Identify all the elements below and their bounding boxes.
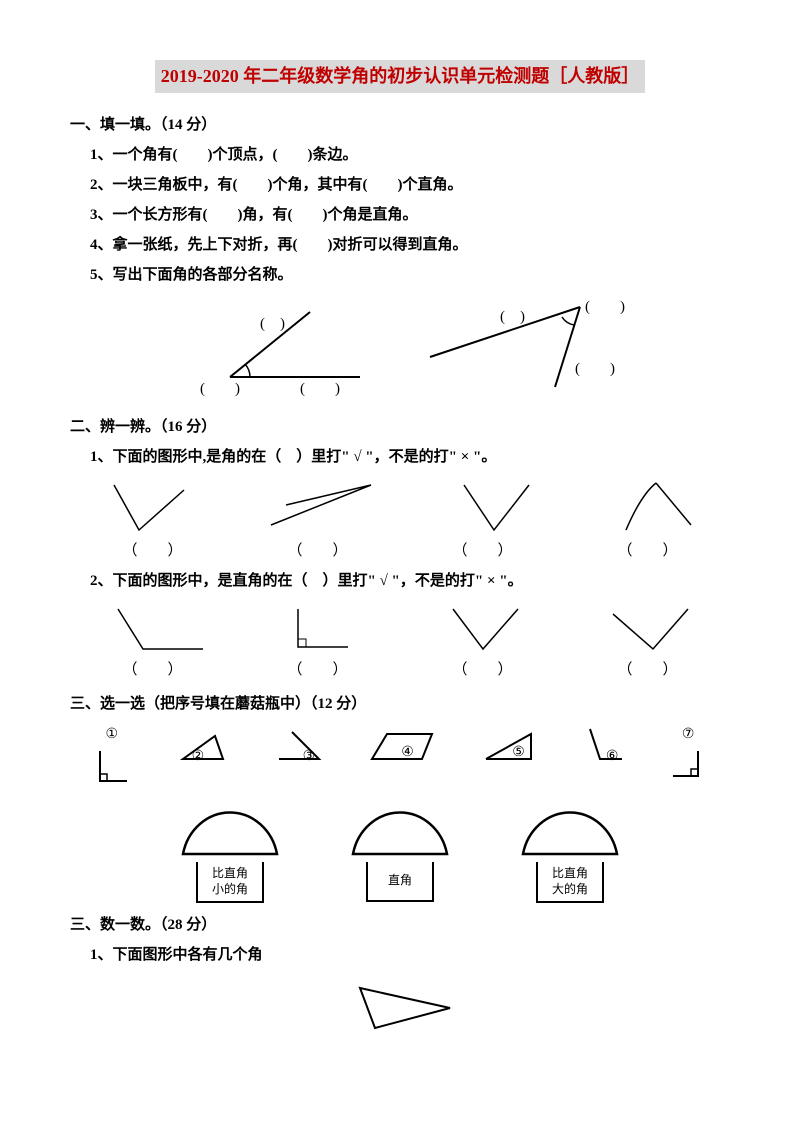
s2-q1: 1、下面的图形中,是角的在（ ）里打" √ "，不是的打" × "。 [90,445,730,469]
s1-q2: 2、一块三角板中，有( )个角，其中有( )个直角。 [90,173,730,197]
section4-header: 三、数一数。（28 分） [70,913,730,937]
s2q2-a4[interactable]: （ ） [617,658,677,682]
s2-q2-figs [70,599,730,654]
s3-a5-icon [481,724,536,764]
num7: ⑦ [682,724,695,746]
s2q2-fig2-icon [283,599,363,654]
s2q2-a1[interactable]: （ ） [122,658,182,682]
s2-q1-answers: （ ） （ ） （ ） （ ） [70,539,730,563]
m3-l2: 大的角 [552,882,588,896]
s2q1-a4[interactable]: （ ） [617,539,677,563]
s1-label-top: ( ) [260,312,285,336]
mushroom-2[interactable]: 直角 [345,792,455,903]
mushroom-1[interactable]: 比直角小的角 [175,792,285,903]
s2q2-a2[interactable]: （ ） [287,658,347,682]
s2q2-a3[interactable]: （ ） [452,658,512,682]
m1-l1: 比直角 [212,866,248,880]
num4: ④ [401,742,414,764]
s2q1-a1[interactable]: （ ） [122,539,182,563]
s4-q1: 1、下面图形中各有几个角 [90,943,730,967]
num3: ③ [303,746,316,768]
num5: ⑤ [512,742,525,764]
s2q1-a2[interactable]: （ ） [287,539,347,563]
m1-l2: 小的角 [212,882,248,896]
s3-a3-icon [274,724,324,764]
m3-l1: 比直角 [552,866,588,880]
s1r-label-vertex: ( ) [585,295,625,319]
s3-angles: ① ② ③ ④ ⑤ ⑥ ⑦ [70,724,730,786]
s1-q4: 4、拿一张纸，先上下对折，再( )对折可以得到直角。 [90,233,730,257]
s1-figures: ( ) ( ) ( ) ( ) ( ) ( ) [70,297,730,405]
s1-q3: 3、一个长方形有( )角，有( )个角是直角。 [90,203,730,227]
s2q2-fig4-icon [603,599,693,654]
s1r-label-top: ( ) [500,305,525,329]
s1-label-bottom: ( ) [300,377,340,401]
s2q1-fig2-icon [261,475,381,535]
section3-header: 三、选一选（把序号填在蘑菇瓶中）（12 分） [70,692,730,716]
s1-q1: 1、一个角有( )个顶点，( )条边。 [90,143,730,167]
mushroom-cap-2-icon [345,792,455,862]
num1: ① [106,724,119,746]
num2: ② [192,746,205,768]
m2-l1: 直角 [388,873,412,887]
s1-q5: 5、写出下面角的各部分名称。 [90,263,730,287]
num6: ⑥ [606,746,619,768]
mushroom-cap-1-icon [175,792,285,862]
s1-label-vertex: ( ) [200,377,240,401]
s2q1-a3[interactable]: （ ） [452,539,512,563]
s2q2-fig3-icon [438,599,528,654]
s2-q2: 2、下面的图形中，是直角的在（ ）里打" √ "，不是的打" × "。 [90,569,730,593]
s2q2-fig1-icon [108,599,208,654]
mushroom-row: 比直角小的角 直角 比直角大的角 [70,792,730,903]
s2-q2-answers: （ ） （ ） （ ） （ ） [70,658,730,682]
triangle-icon [340,973,460,1033]
mushroom-3[interactable]: 比直角大的角 [515,792,625,903]
section2-header: 二、辨一辨。（16 分） [70,415,730,439]
s2-q1-figs [70,475,730,535]
s3-a7-icon [668,746,708,786]
mushroom-cap-3-icon [515,792,625,862]
section1-header: 一、填一填。（14 分） [70,113,730,137]
s1r-label-bottom: ( ) [575,357,615,381]
s3-a1-icon [92,746,132,786]
page-title: 2019-2020 年二年级数学角的初步认识单元检测题［人教版］ [155,60,646,93]
s2q1-fig3-icon [449,475,539,535]
s2q1-fig4-icon [606,475,696,535]
s2q1-fig1-icon [104,475,194,535]
